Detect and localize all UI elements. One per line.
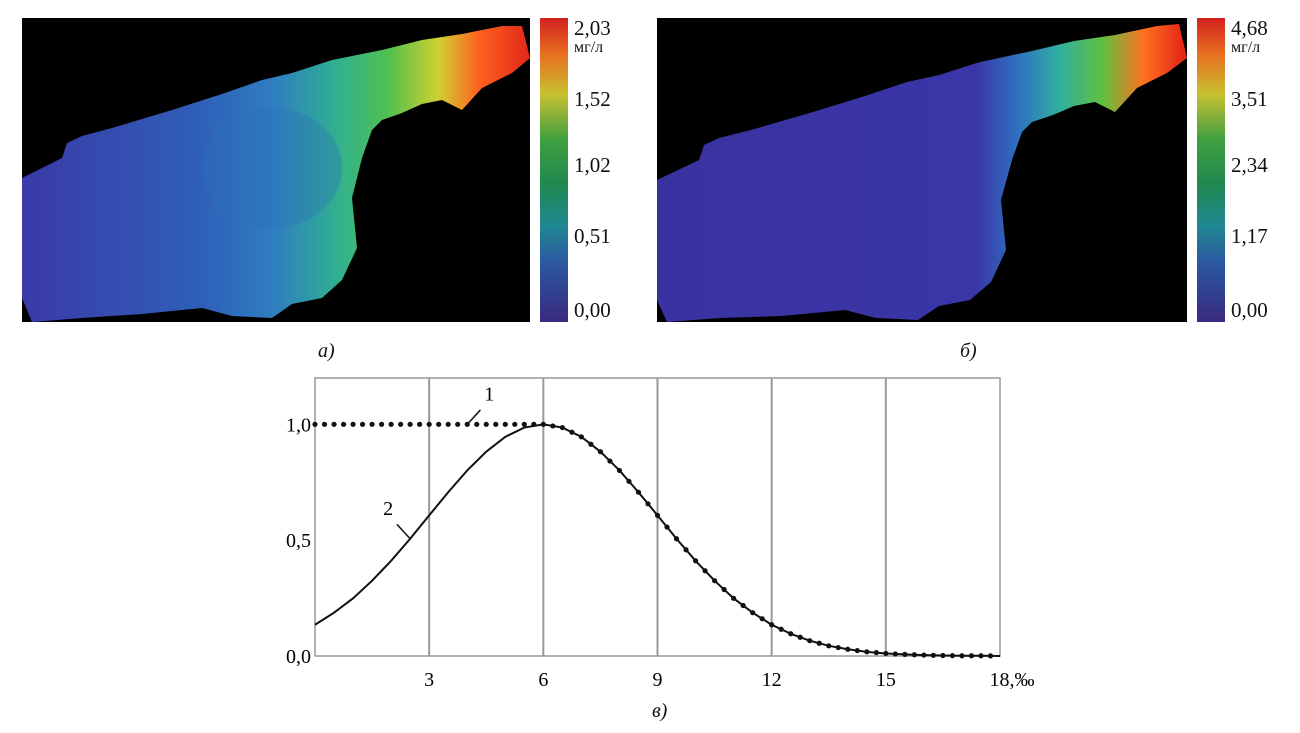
series-dot-1 — [340, 421, 347, 427]
caption-c: в) — [652, 700, 668, 722]
series-dot-1 — [512, 421, 518, 427]
series-dot-1 — [502, 421, 508, 427]
series-line-2 — [314, 423, 1001, 657]
series-dot-1 — [350, 421, 356, 427]
series-dot-1 — [369, 421, 375, 427]
series-dot-1 — [312, 421, 318, 427]
series-label: 2 — [383, 498, 393, 520]
colorbar-b-max: 4,68 — [1231, 16, 1268, 40]
series-label-leader — [466, 409, 481, 425]
colorbar-b — [1197, 18, 1225, 322]
x-tick-label: 18,‰ — [990, 669, 1035, 691]
y-tick-label: 1,0 — [286, 414, 311, 436]
colorbar-a-tick: 0,51 — [574, 224, 611, 248]
sea-region-a — [22, 26, 530, 322]
series-dot-1 — [474, 421, 480, 427]
colorbar-a-max: 2,03 — [574, 16, 611, 40]
series-dot-1 — [321, 421, 328, 427]
x-tick-label: 15 — [876, 669, 896, 691]
series-label: 1 — [484, 383, 494, 405]
series-dot-1 — [426, 421, 432, 427]
series-label-leader — [396, 523, 411, 540]
x-tick-label: 9 — [653, 669, 663, 691]
y-tick-label: 0,5 — [286, 530, 311, 552]
salinity-response-chart: 3 6 9 12 15 18,‰0,00,51,012 — [286, 377, 1035, 691]
colorbar-a — [540, 18, 568, 322]
series-dot-1 — [407, 421, 413, 427]
series-dot-1 — [388, 421, 394, 427]
concentration-map-a — [22, 18, 530, 322]
colorbar-a-tick: 1,02 — [574, 153, 611, 177]
series-dot-1 — [359, 421, 366, 427]
series-dot-1 — [493, 421, 499, 427]
colorbar-a-unit: мг/л — [574, 39, 604, 56]
y-tick-label: 0,0 — [286, 646, 311, 668]
x-tick-label: 6 — [538, 669, 548, 691]
series-dot-1 — [455, 421, 461, 427]
series-dot-1 — [398, 421, 404, 427]
colorbar-b-tick: 2,34 — [1231, 153, 1268, 177]
series-dot-1 — [417, 421, 423, 427]
concentration-map-b — [657, 18, 1187, 322]
caption-b: б) — [960, 340, 977, 362]
colorbar-b-unit: мг/л — [1231, 39, 1261, 56]
colorbar-a-tick: 1,52 — [574, 87, 611, 111]
series-dot-1 — [436, 421, 442, 427]
x-tick-label: 12 — [762, 669, 782, 691]
series-dot-1 — [331, 421, 337, 427]
colorbar-b-min: 0,00 — [1231, 298, 1268, 322]
colorbar-b-tick: 1,17 — [1231, 224, 1268, 248]
colorbar-a-min: 0,00 — [574, 298, 611, 322]
sea-region-b — [657, 24, 1187, 322]
x-tick-label: 3 — [424, 669, 434, 691]
series-dot-1 — [521, 421, 527, 427]
series-dot-1 — [445, 421, 451, 427]
series-dot-1 — [483, 421, 489, 427]
series-dot-1 — [378, 421, 385, 427]
colorbar-b-tick: 3,51 — [1231, 87, 1268, 111]
caption-a: а) — [318, 340, 335, 362]
